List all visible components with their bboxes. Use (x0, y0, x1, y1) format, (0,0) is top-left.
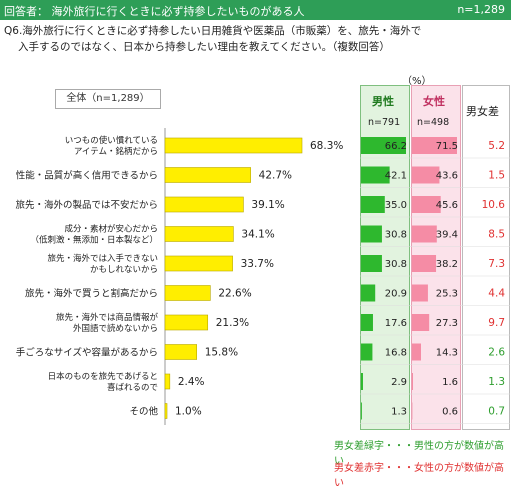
bar (165, 404, 167, 419)
female-value: 71.5 (436, 141, 458, 152)
category-label: その他 (129, 406, 158, 418)
diff-value: 8.5 (488, 229, 505, 241)
bar (165, 374, 170, 389)
category-label: 性能・品質が高く信用できるから (16, 170, 158, 182)
bar (165, 168, 251, 183)
category-label-line: 成分・素材が安心だから (64, 224, 158, 235)
bar (165, 197, 243, 212)
male-value: 1.3 (391, 407, 407, 418)
value-label: 1.0% (175, 406, 202, 418)
diff-value: 10.6 (482, 199, 506, 211)
female-value: 1.6 (442, 377, 458, 388)
value-label: 15.8% (205, 347, 238, 359)
diff-value: 2.6 (488, 347, 505, 359)
bar (165, 227, 233, 242)
bar (165, 286, 210, 301)
category-label: 旅先・海外では商品情報が外国語で読めないから (56, 312, 159, 334)
male-bar (361, 226, 382, 243)
category-label-line: 喜ばれるので (107, 382, 158, 393)
value-label: 21.3% (216, 317, 249, 329)
category-label-line: 性能・品質が高く信用できるから (16, 170, 158, 182)
diff-value: 9.7 (488, 317, 505, 329)
diff-value: 0.7 (488, 406, 505, 418)
female-value: 25.3 (436, 289, 458, 300)
legend-red: 男女差赤字・・・女性の方が数値が高い (334, 459, 511, 489)
male-bar (361, 373, 363, 390)
bar (165, 256, 233, 271)
bar (165, 315, 208, 330)
value-label: 68.3% (310, 140, 343, 152)
male-value: 66.2 (385, 141, 407, 152)
value-label: 42.7% (259, 170, 292, 182)
female-bar (412, 226, 437, 243)
category-label-line: 日本のものを旅先であげると (48, 371, 158, 382)
diff-value: 1.5 (488, 170, 505, 182)
value-label: 22.6% (218, 288, 251, 300)
category-label-line: アイテム・銘柄だから (74, 146, 158, 157)
female-bar (412, 255, 436, 272)
male-bar (361, 196, 385, 213)
category-label: いつもの使い慣れているアイテム・銘柄だから (65, 135, 158, 157)
male-bar (361, 285, 375, 302)
category-label-line: 外国語で読めないから (73, 323, 158, 334)
female-value: 43.6 (436, 171, 458, 182)
female-bar (412, 285, 428, 302)
category-label-line: 旅先・海外で買うと割高だから (25, 288, 158, 300)
category-label-line: 旅先・海外では入手できない (47, 253, 158, 264)
diff-value: 7.3 (488, 258, 505, 270)
category-label-line: その他 (129, 406, 158, 418)
category-label-line: 旅先・海外の製品では不安だから (15, 199, 158, 211)
male-value: 42.1 (385, 171, 407, 182)
diff-value: 1.3 (488, 376, 505, 388)
category-label-line: かもしれないから (90, 265, 158, 275)
bar (165, 138, 302, 153)
female-bar (412, 373, 413, 390)
female-value: 38.2 (436, 259, 458, 270)
value-label: 2.4% (178, 376, 205, 388)
category-label-line: いつもの使い慣れている (65, 135, 158, 146)
female-value: 0.6 (442, 407, 458, 418)
male-value: 2.9 (391, 377, 407, 388)
male-value: 20.9 (385, 289, 407, 300)
bar-chart: いつもの使い慣れているアイテム・銘柄だから 68.3% 66.2 71.5 5.2 性能・… (0, 0, 511, 479)
diff-value: 4.4 (488, 288, 505, 300)
value-label: 39.1% (251, 199, 284, 211)
female-value: 45.6 (436, 200, 458, 211)
male-bar (361, 314, 373, 331)
category-label: 手ごろなサイズや容量があるから (16, 347, 158, 359)
bar (165, 345, 197, 360)
female-value: 27.3 (436, 318, 458, 329)
male-value: 17.6 (385, 318, 407, 329)
male-bar (361, 403, 362, 420)
value-label: 33.7% (241, 258, 274, 270)
female-bar (412, 314, 429, 331)
value-label: 34.1% (241, 229, 274, 241)
female-value: 14.3 (436, 348, 458, 359)
male-bar (361, 344, 372, 361)
male-value: 30.8 (385, 230, 407, 241)
category-label: 旅先・海外で買うと割高だから (25, 288, 158, 300)
category-label-line: 旅先・海外では商品情報が (56, 312, 159, 323)
category-label: 旅先・海外では入手できないかもしれないから (47, 253, 158, 275)
male-bar (361, 255, 382, 272)
category-label: 旅先・海外の製品では不安だから (15, 199, 158, 211)
category-label: 成分・素材が安心だから（低刺激・無添加・日本製など） (30, 224, 158, 246)
diff-value: 5.2 (488, 140, 505, 152)
female-value: 39.4 (436, 230, 458, 241)
category-label-line: （低刺激・無添加・日本製など） (30, 235, 158, 246)
female-bar (412, 344, 421, 361)
category-label-line: 手ごろなサイズや容量があるから (16, 347, 158, 359)
category-label: 日本のものを旅先であげると喜ばれるので (48, 371, 158, 393)
male-value: 16.8 (385, 348, 407, 359)
male-value: 30.8 (385, 259, 407, 270)
male-value: 35.0 (385, 200, 407, 211)
